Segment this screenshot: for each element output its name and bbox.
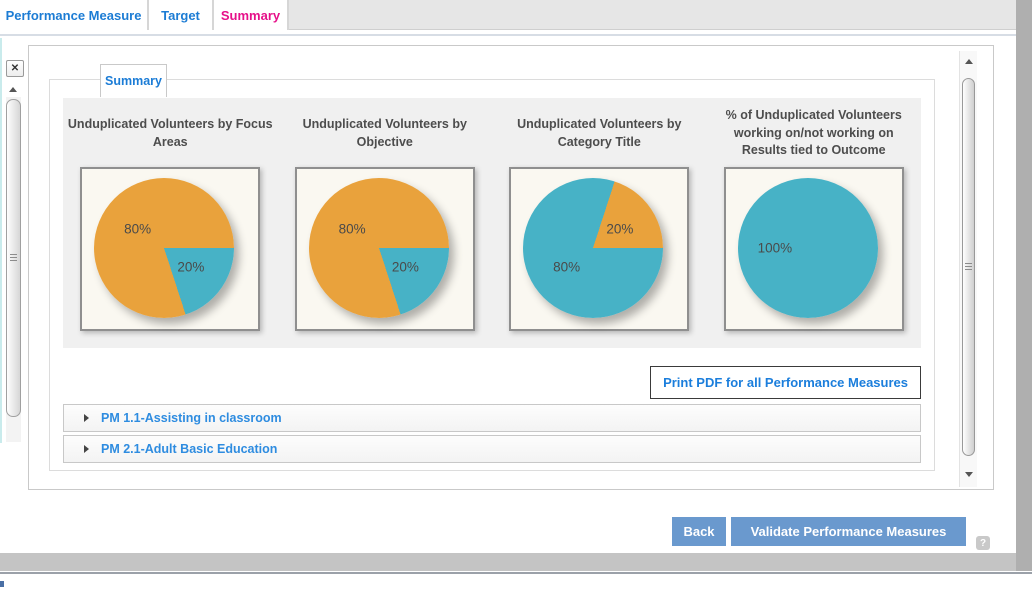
chart-column: Unduplicated Volunteers by Focus Areas 2… bbox=[63, 98, 278, 348]
print-row: Print PDF for all Performance Measures bbox=[63, 366, 921, 399]
pie-slice-label: 20% bbox=[391, 259, 419, 275]
close-icon: ✕ bbox=[10, 63, 20, 74]
tab-summary[interactable]: Summary bbox=[214, 0, 289, 30]
pie-chart-category-title: 20% 80% bbox=[509, 167, 690, 331]
pie-slice-label: 20% bbox=[177, 259, 205, 275]
clipped-link-fragment bbox=[0, 581, 4, 587]
chart-column: Unduplicated Volunteers by Category Titl… bbox=[492, 98, 707, 348]
accordion-pm-2-1[interactable]: PM 2.1-Adult Basic Education bbox=[63, 435, 921, 463]
pie-chart-objective: 20% 80% bbox=[294, 167, 475, 331]
tab-bar: Performance Measure Target Summary bbox=[0, 0, 1016, 30]
expand-arrow-icon bbox=[84, 414, 89, 422]
pie-chart-results-outcome: 100% bbox=[723, 167, 904, 331]
window-right-edge bbox=[1016, 0, 1032, 571]
bottom-divider bbox=[0, 572, 1032, 574]
left-scrollbar-thumb[interactable] bbox=[6, 99, 21, 417]
main-panel: Summary Unduplicated Volunteers by Focus… bbox=[28, 45, 994, 490]
pie-slice-label: 80% bbox=[338, 221, 366, 237]
left-scrollbar[interactable] bbox=[6, 97, 21, 442]
chart-column: % of Unduplicated Volunteers working on/… bbox=[707, 98, 922, 348]
help-icon[interactable]: ? bbox=[976, 536, 990, 550]
header-divider bbox=[0, 34, 1016, 36]
summary-panel: Summary Unduplicated Volunteers by Focus… bbox=[49, 64, 935, 471]
left-panel-edge bbox=[0, 38, 2, 443]
pie-focus-areas: 20% 80% bbox=[94, 178, 235, 318]
left-scrollbar-up-icon[interactable] bbox=[9, 87, 17, 92]
chart-title-category-title: Unduplicated Volunteers by Category Titl… bbox=[517, 117, 682, 149]
accordion-label: PM 2.1-Adult Basic Education bbox=[101, 442, 278, 456]
scrollbar-grip-icon bbox=[10, 254, 17, 262]
charts-section: Unduplicated Volunteers by Focus Areas 2… bbox=[63, 98, 921, 348]
accordion-pm-1-1[interactable]: PM 1.1-Assisting in classroom bbox=[63, 404, 921, 432]
tab-target[interactable]: Target bbox=[149, 0, 214, 30]
expand-arrow-icon bbox=[84, 445, 89, 453]
tab-performance-measure[interactable]: Performance Measure bbox=[0, 0, 149, 30]
pie-category-title: 20% 80% bbox=[523, 178, 664, 318]
bottom-gray-bar bbox=[0, 553, 1032, 571]
pie-slice-label: 100% bbox=[757, 240, 793, 256]
pie-objective: 20% 80% bbox=[308, 178, 449, 318]
chart-title-objective: Unduplicated Volunteers by Objective bbox=[302, 117, 467, 149]
accordion-label: PM 1.1-Assisting in classroom bbox=[101, 411, 282, 425]
chart-column: Unduplicated Volunteers by Objective 20%… bbox=[278, 98, 493, 348]
scrollbar-grip-icon bbox=[965, 263, 972, 271]
pie-slice-label: 80% bbox=[553, 259, 581, 275]
pie-slice-label: 80% bbox=[124, 221, 152, 237]
panel-scrollbar[interactable] bbox=[959, 51, 977, 487]
print-pdf-button[interactable]: Print PDF for all Performance Measures bbox=[650, 366, 921, 399]
scrollbar-down-icon[interactable] bbox=[965, 472, 973, 477]
pie-slice-label: 20% bbox=[606, 221, 634, 237]
pie-chart-focus-areas: 20% 80% bbox=[80, 167, 261, 331]
summary-panel-tab[interactable]: Summary bbox=[100, 64, 167, 97]
chart-title-focus-areas: Unduplicated Volunteers by Focus Areas bbox=[67, 117, 273, 149]
validate-performance-measures-button[interactable]: Validate Performance Measures bbox=[731, 517, 966, 546]
close-button[interactable]: ✕ bbox=[6, 60, 24, 77]
chart-title-results-outcome: % of Unduplicated Volunteers working on/… bbox=[725, 108, 902, 158]
panel-scrollbar-thumb[interactable] bbox=[962, 78, 975, 456]
pie-results-outcome: 100% bbox=[737, 178, 878, 318]
back-button[interactable]: Back bbox=[672, 517, 726, 546]
scrollbar-up-icon[interactable] bbox=[965, 59, 973, 64]
